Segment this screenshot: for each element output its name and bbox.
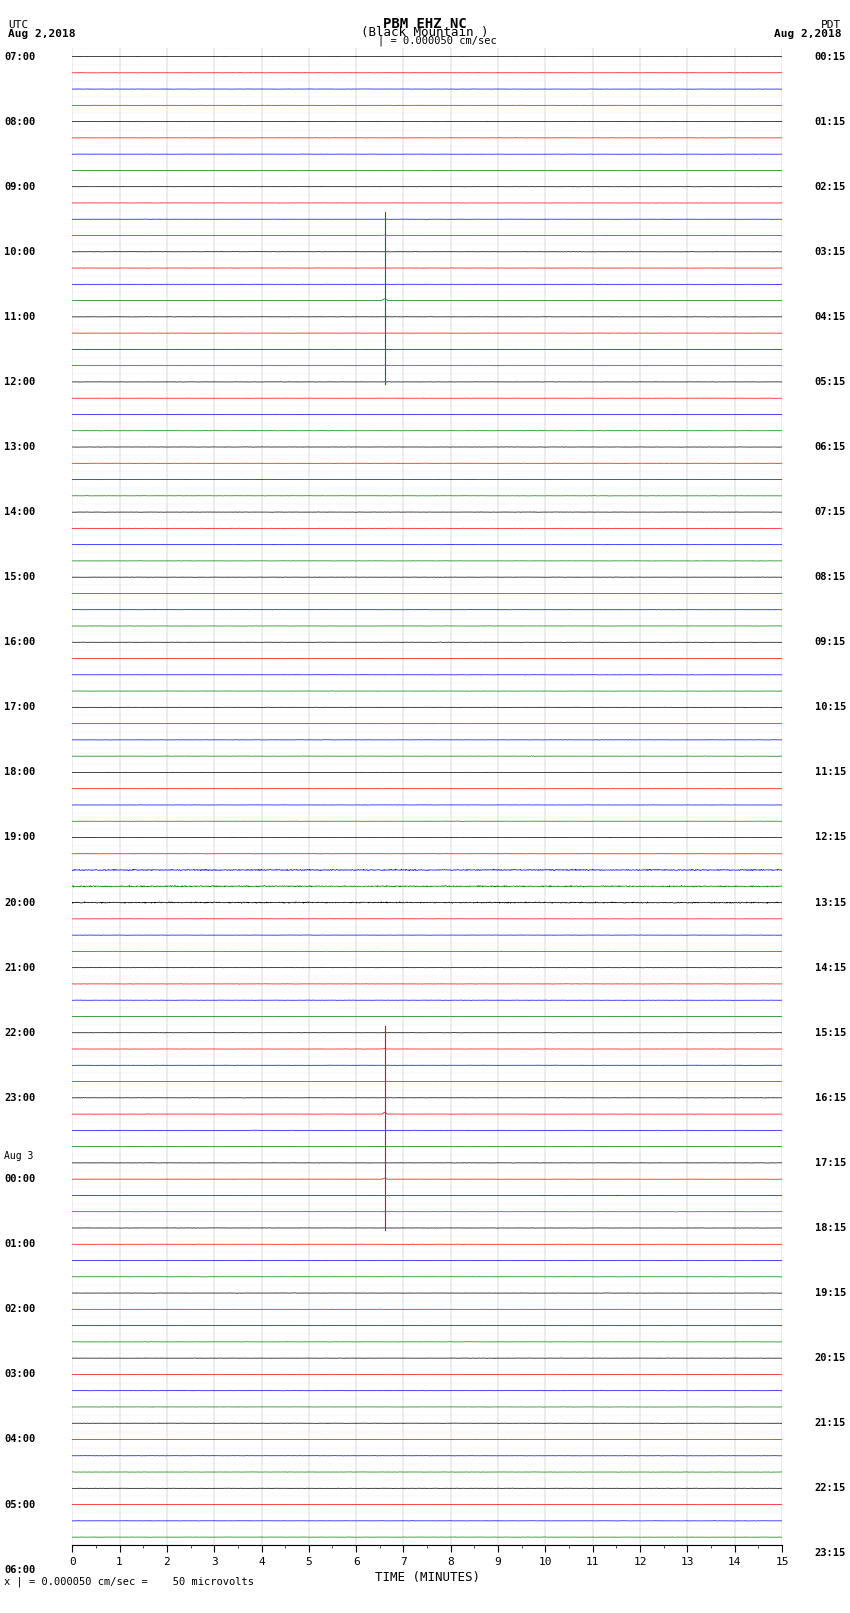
Text: 15:00: 15:00 <box>4 573 36 582</box>
Text: 19:15: 19:15 <box>814 1289 846 1298</box>
Text: 08:00: 08:00 <box>4 116 36 126</box>
Text: 11:00: 11:00 <box>4 311 36 323</box>
Text: 15:15: 15:15 <box>814 1027 846 1037</box>
Text: x | = 0.000050 cm/sec =    50 microvolts: x | = 0.000050 cm/sec = 50 microvolts <box>4 1576 254 1587</box>
Text: 12:15: 12:15 <box>814 832 846 842</box>
Text: 00:15: 00:15 <box>814 52 846 61</box>
Text: | = 0.000050 cm/sec: | = 0.000050 cm/sec <box>378 35 497 47</box>
X-axis label: TIME (MINUTES): TIME (MINUTES) <box>375 1571 479 1584</box>
Text: PDT: PDT <box>821 19 842 31</box>
Text: 17:15: 17:15 <box>814 1158 846 1168</box>
Text: 21:15: 21:15 <box>814 1418 846 1428</box>
Text: 01:15: 01:15 <box>814 116 846 126</box>
Text: 14:15: 14:15 <box>814 963 846 973</box>
Text: 04:15: 04:15 <box>814 311 846 323</box>
Text: 07:15: 07:15 <box>814 506 846 518</box>
Text: 20:00: 20:00 <box>4 897 36 908</box>
Text: 16:15: 16:15 <box>814 1094 846 1103</box>
Text: 20:15: 20:15 <box>814 1353 846 1363</box>
Text: 10:15: 10:15 <box>814 702 846 713</box>
Text: 21:00: 21:00 <box>4 963 36 973</box>
Text: 12:00: 12:00 <box>4 377 36 387</box>
Text: 02:15: 02:15 <box>814 182 846 192</box>
Text: 10:00: 10:00 <box>4 247 36 256</box>
Text: 00:00: 00:00 <box>4 1174 36 1184</box>
Text: 14:00: 14:00 <box>4 506 36 518</box>
Text: 01:00: 01:00 <box>4 1239 36 1248</box>
Text: 07:00: 07:00 <box>4 52 36 61</box>
Text: 04:00: 04:00 <box>4 1434 36 1445</box>
Text: 13:15: 13:15 <box>814 897 846 908</box>
Text: 18:15: 18:15 <box>814 1223 846 1232</box>
Text: 03:00: 03:00 <box>4 1369 36 1379</box>
Text: 13:00: 13:00 <box>4 442 36 452</box>
Text: 22:15: 22:15 <box>814 1484 846 1494</box>
Text: 06:00: 06:00 <box>4 1565 36 1574</box>
Text: PBM EHZ NC: PBM EHZ NC <box>383 18 467 31</box>
Text: Aug 2,2018: Aug 2,2018 <box>8 29 76 39</box>
Text: 18:00: 18:00 <box>4 768 36 777</box>
Text: 05:15: 05:15 <box>814 377 846 387</box>
Text: 17:00: 17:00 <box>4 702 36 713</box>
Text: 19:00: 19:00 <box>4 832 36 842</box>
Text: Aug 2,2018: Aug 2,2018 <box>774 29 842 39</box>
Text: (Black Mountain ): (Black Mountain ) <box>361 26 489 39</box>
Text: Aug 3: Aug 3 <box>4 1152 34 1161</box>
Text: 08:15: 08:15 <box>814 573 846 582</box>
Text: 23:15: 23:15 <box>814 1548 846 1558</box>
Text: UTC: UTC <box>8 19 29 31</box>
Text: 09:00: 09:00 <box>4 182 36 192</box>
Text: 23:00: 23:00 <box>4 1094 36 1103</box>
Text: 16:00: 16:00 <box>4 637 36 647</box>
Text: 05:00: 05:00 <box>4 1500 36 1510</box>
Text: 02:00: 02:00 <box>4 1305 36 1315</box>
Text: 03:15: 03:15 <box>814 247 846 256</box>
Text: 09:15: 09:15 <box>814 637 846 647</box>
Text: 11:15: 11:15 <box>814 768 846 777</box>
Text: 22:00: 22:00 <box>4 1027 36 1037</box>
Text: 06:15: 06:15 <box>814 442 846 452</box>
